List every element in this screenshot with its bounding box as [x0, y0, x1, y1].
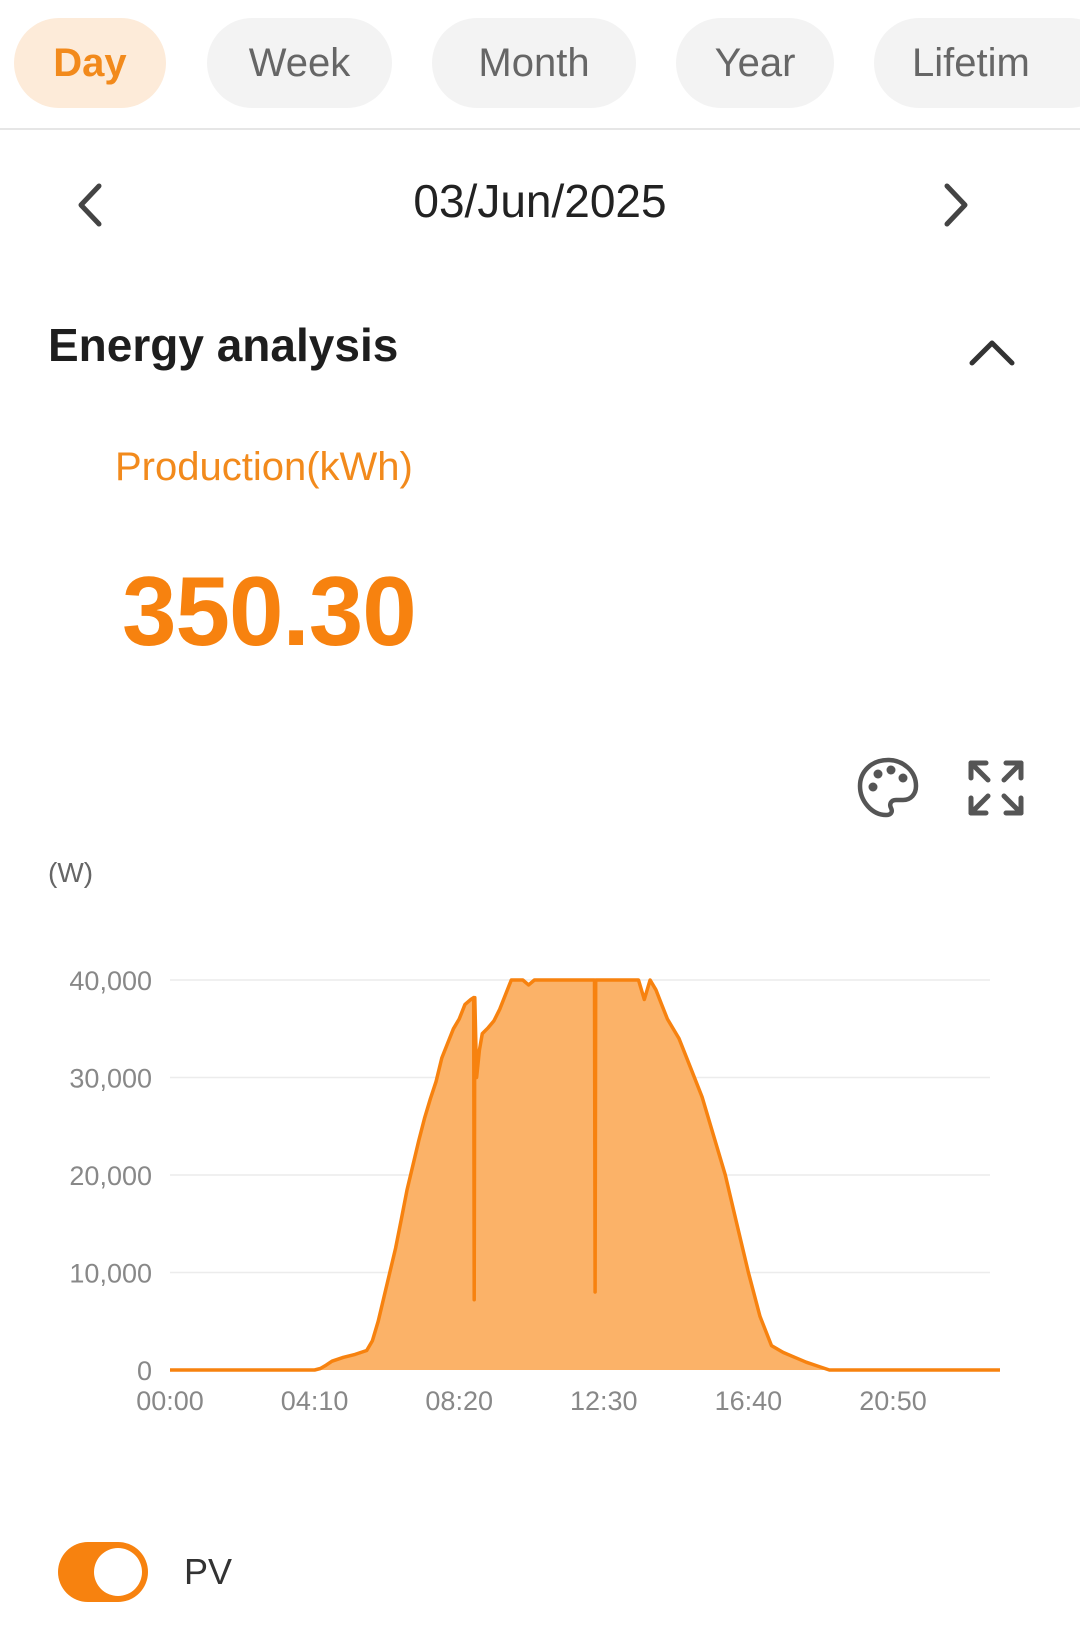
pv-line — [170, 978, 1000, 1372]
x-tick-label: 12:30 — [570, 1386, 638, 1416]
pv-toggle[interactable] — [58, 1542, 148, 1602]
production-label: Production(kWh) — [115, 445, 413, 489]
prev-date-button[interactable] — [56, 170, 126, 240]
chart-legend: PV — [58, 1540, 232, 1604]
tab-lifetime[interactable]: Lifetim — [874, 18, 1080, 108]
y-tick-label: 40,000 — [69, 966, 152, 996]
palette-button[interactable] — [852, 752, 924, 824]
tab-year[interactable]: Year — [676, 18, 834, 108]
y-tick-label: 30,000 — [69, 1064, 152, 1094]
period-tabs: Day Week Month Year Lifetim — [0, 0, 1080, 130]
x-tick-label: 00:00 — [136, 1386, 204, 1416]
chevron-left-icon — [78, 183, 102, 227]
x-tick-label: 08:20 — [425, 1386, 493, 1416]
chevron-up-icon — [969, 340, 1015, 366]
section-title: Energy analysis — [48, 319, 399, 371]
collapse-button[interactable] — [962, 322, 1022, 382]
x-tick-label: 16:40 — [715, 1386, 783, 1416]
pv-area — [170, 980, 1000, 1370]
toggle-knob — [94, 1548, 142, 1596]
x-tick-label: 20:50 — [859, 1386, 927, 1416]
tab-month[interactable]: Month — [432, 18, 636, 108]
legend-label-pv: PV — [184, 1551, 233, 1592]
y-tick-label: 10,000 — [69, 1259, 152, 1289]
date-navigator: 03/Jun/2025 — [0, 160, 1080, 250]
y-axis-ticks: 0 10,000 20,000 30,000 40,000 — [69, 966, 152, 1386]
tab-day[interactable]: Day — [14, 18, 166, 108]
fullscreen-button[interactable] — [960, 752, 1032, 824]
next-date-button[interactable] — [920, 170, 990, 240]
production-chart: (W) 0 10,000 20,000 30,000 40,000 00:00 04:10… — [48, 857, 1000, 1416]
palette-icon — [857, 757, 919, 818]
x-axis-ticks: 00:00 04:10 08:20 12:30 16:40 20:50 — [136, 1386, 927, 1416]
y-tick-label: 0 — [137, 1356, 152, 1386]
y-tick-label: 20,000 — [69, 1161, 152, 1191]
chart-series — [170, 978, 1000, 1372]
y-unit-label: (W) — [48, 857, 93, 888]
production-value: 350.30 — [122, 556, 417, 666]
expand-icon — [968, 760, 1024, 816]
x-tick-label: 04:10 — [281, 1386, 349, 1416]
tab-week[interactable]: Week — [207, 18, 392, 108]
date-label: 03/Jun/2025 — [413, 175, 667, 227]
chevron-right-icon — [944, 183, 968, 227]
